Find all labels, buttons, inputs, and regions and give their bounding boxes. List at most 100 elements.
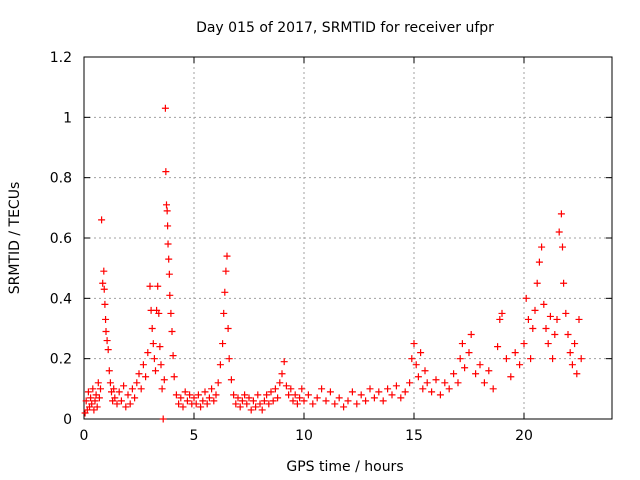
data-point xyxy=(489,385,497,393)
data-point xyxy=(84,388,92,396)
data-point xyxy=(163,201,170,209)
data-point xyxy=(577,355,585,363)
data-point xyxy=(267,388,275,396)
data-point xyxy=(223,252,231,260)
data-point xyxy=(194,391,202,399)
data-point xyxy=(397,394,405,402)
data-point xyxy=(540,300,548,308)
data-point xyxy=(106,379,114,387)
data-point xyxy=(192,400,200,408)
data-point xyxy=(527,355,535,363)
data-point xyxy=(467,331,475,339)
data-point xyxy=(276,379,284,387)
data-point xyxy=(546,312,554,320)
data-point xyxy=(144,349,152,357)
data-point xyxy=(265,400,273,408)
data-point xyxy=(82,397,90,405)
data-point xyxy=(511,349,519,357)
data-point xyxy=(414,373,422,381)
data-point xyxy=(179,403,187,411)
data-point xyxy=(309,400,317,408)
data-point xyxy=(105,367,113,375)
data-point xyxy=(94,379,102,387)
data-point xyxy=(560,279,568,287)
y-tick-label: 1.2 xyxy=(50,50,72,66)
data-point xyxy=(91,397,99,405)
data-point xyxy=(160,376,168,384)
y-axis-label: SRMTID / TECUs xyxy=(7,182,23,295)
data-point xyxy=(117,397,125,405)
data-point xyxy=(126,400,134,408)
data-point xyxy=(496,315,504,323)
data-point xyxy=(99,279,107,287)
data-point xyxy=(522,294,530,302)
data-point xyxy=(258,406,266,414)
data-point xyxy=(210,397,218,405)
data-point xyxy=(450,370,458,378)
data-point xyxy=(221,288,229,296)
data-point xyxy=(507,373,515,381)
data-point xyxy=(529,325,537,332)
data-point xyxy=(432,376,440,384)
data-point xyxy=(238,397,246,405)
data-point xyxy=(164,222,172,230)
data-point xyxy=(177,394,185,402)
data-point xyxy=(417,349,425,357)
data-point xyxy=(100,285,108,293)
data-point xyxy=(542,325,550,332)
data-point xyxy=(564,331,572,339)
data-point xyxy=(168,328,176,336)
data-point xyxy=(152,367,159,375)
data-point xyxy=(243,400,251,408)
data-point xyxy=(181,388,189,396)
data-point xyxy=(110,385,118,393)
data-point xyxy=(98,216,106,224)
data-point xyxy=(557,210,565,218)
data-point xyxy=(155,309,163,317)
data-point xyxy=(201,388,209,396)
data-point xyxy=(124,391,132,399)
data-point xyxy=(304,391,312,399)
data-point xyxy=(271,385,279,393)
x-tick-label: 20 xyxy=(515,428,533,444)
data-point xyxy=(412,361,420,369)
data-point xyxy=(203,400,211,408)
data-point xyxy=(102,315,110,323)
data-point xyxy=(456,355,464,363)
data-point xyxy=(113,400,121,408)
data-point xyxy=(128,385,136,393)
data-point xyxy=(520,340,528,348)
data-point xyxy=(458,340,466,348)
data-point xyxy=(568,361,576,369)
data-point xyxy=(287,385,295,393)
data-point xyxy=(93,403,101,411)
data-point xyxy=(115,388,123,396)
data-point xyxy=(92,391,100,399)
data-point xyxy=(169,352,177,360)
data-point xyxy=(357,391,365,399)
data-point xyxy=(454,379,462,387)
data-point xyxy=(289,397,297,405)
data-point xyxy=(421,367,429,375)
data-point xyxy=(344,397,352,405)
data-point xyxy=(401,388,409,396)
data-point xyxy=(97,385,104,393)
data-point xyxy=(476,361,484,369)
data-point xyxy=(428,388,436,396)
data-point xyxy=(175,400,183,408)
x-tick-label: 5 xyxy=(190,428,199,444)
data-point xyxy=(102,328,110,336)
data-point xyxy=(533,279,541,287)
data-point xyxy=(408,355,416,363)
data-point xyxy=(186,391,194,399)
data-point xyxy=(122,403,130,411)
data-point xyxy=(139,361,147,369)
data-point xyxy=(296,394,304,402)
data-point xyxy=(274,394,282,402)
data-point xyxy=(566,349,574,357)
data-point xyxy=(162,168,170,176)
data-point xyxy=(245,394,253,402)
data-point xyxy=(222,267,230,275)
y-tick-label: 0.6 xyxy=(50,231,72,247)
data-point xyxy=(104,346,112,354)
